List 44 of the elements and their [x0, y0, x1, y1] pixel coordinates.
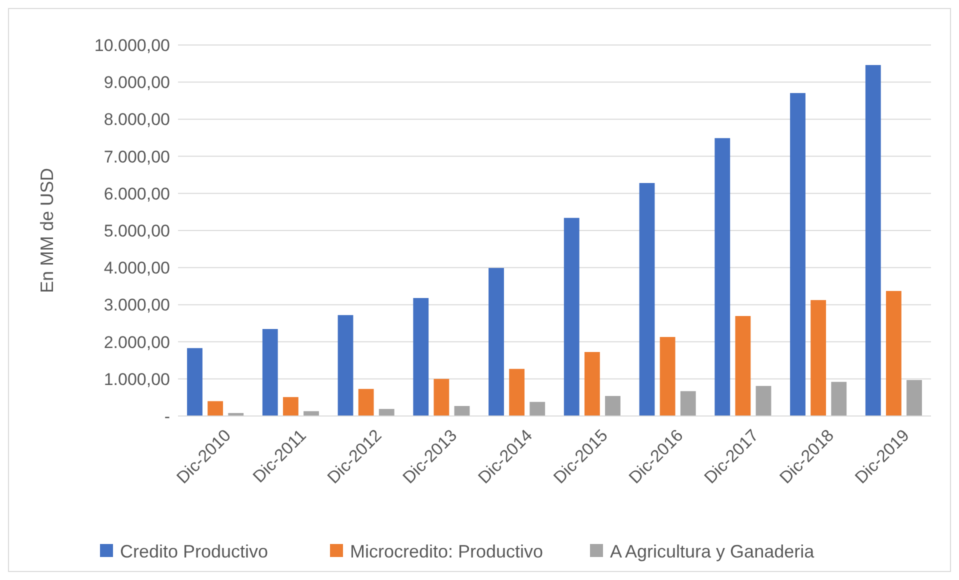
bar [680, 391, 696, 416]
legend-label: Microcredito: Productivo [350, 541, 544, 562]
y-tick-label: 10.000,00 [94, 36, 170, 55]
bar [639, 183, 655, 416]
bar [660, 336, 676, 416]
bar [906, 380, 922, 416]
y-tick-label: 2.000,00 [104, 332, 170, 352]
bar [564, 218, 580, 416]
bar [262, 329, 278, 416]
y-tick-label: 6.000,00 [104, 184, 170, 204]
bar [605, 396, 620, 416]
y-tick-label: 3.000,00 [104, 296, 170, 315]
y-tick-label: 9.000,00 [104, 73, 170, 92]
bar [756, 386, 772, 416]
bar [886, 290, 902, 416]
bar [530, 402, 546, 416]
bar [714, 138, 730, 416]
y-tick-label: - [164, 406, 170, 426]
bar [358, 388, 374, 416]
legend-label: Credito Productivo [120, 541, 268, 562]
bar [865, 65, 881, 416]
bar [509, 368, 525, 416]
bar [790, 93, 806, 416]
bar [454, 406, 470, 416]
y-axis-title: En MM de USD [37, 168, 57, 294]
bar [735, 316, 751, 416]
y-tick-label: 7.000,00 [104, 147, 170, 166]
bar [338, 315, 354, 416]
y-tick-label: 8.000,00 [104, 110, 170, 130]
bar [304, 411, 319, 416]
legend-label: A Agricultura y Ganaderia [610, 541, 816, 562]
bar [282, 397, 298, 416]
bar [187, 348, 202, 416]
bar [208, 401, 224, 416]
bar [488, 268, 504, 416]
y-tick-label: 1.000,00 [104, 370, 170, 389]
bar [831, 382, 847, 416]
y-tick-label: 4.000,00 [104, 258, 170, 278]
bar [810, 300, 826, 416]
bar [378, 408, 394, 416]
bar [413, 298, 429, 416]
bar [584, 352, 600, 416]
bar [434, 378, 450, 416]
y-tick-label: 5.000,00 [104, 221, 170, 240]
